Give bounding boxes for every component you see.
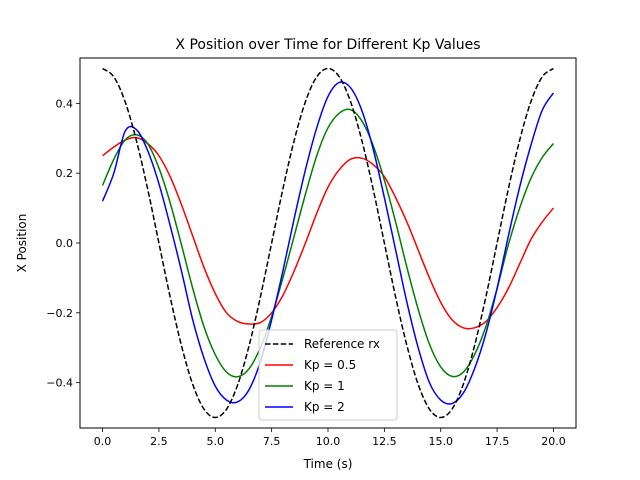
legend-label: Kp = 2: [304, 400, 345, 414]
chart-title: X Position over Time for Different Kp Va…: [175, 37, 480, 53]
x-axis-label: Time (s): [303, 457, 353, 471]
y-axis-ticks: −0.4 −0.2 0.0 0.2 0.4: [46, 97, 80, 390]
x-tick-label: 17.5: [485, 435, 510, 448]
x-tick-label: 0.0: [94, 435, 112, 448]
legend-items: Reference rx Kp = 0.5 Kp = 1 Kp = 2: [265, 337, 380, 414]
series-line-1: [102, 136, 555, 330]
x-tick-label: 7.5: [263, 435, 281, 448]
series-layer: [101, 67, 555, 419]
x-tick-label: 10.0: [316, 435, 341, 448]
legend-label: Reference rx: [304, 337, 380, 351]
y-tick-label: −0.2: [46, 307, 73, 320]
y-tick-label: 0.4: [56, 97, 74, 110]
legend: Reference rx Kp = 0.5 Kp = 1 Kp = 2: [258, 329, 398, 421]
series-line-0: [102, 67, 554, 419]
x-tick-label: 15.0: [428, 435, 453, 448]
legend-label: Kp = 1: [304, 379, 345, 393]
x-tick-label: 5.0: [207, 435, 225, 448]
x-axis-ticks: 0.0 2.5 5.0 7.5 10.0 12.5 15.0 17.5 20.0: [94, 428, 566, 448]
y-tick-label: 0.0: [56, 237, 74, 250]
legend-frame: [258, 329, 398, 421]
x-tick-label: 20.0: [541, 435, 566, 448]
legend-label: Kp = 0.5: [304, 358, 356, 372]
y-tick-label: 0.2: [56, 167, 74, 180]
series-line-2: [101, 108, 555, 378]
x-tick-label: 2.5: [150, 435, 168, 448]
x-tick-label: 12.5: [372, 435, 397, 448]
series-line-3: [101, 81, 555, 405]
y-axis-label: X Position: [15, 214, 29, 273]
y-tick-label: −0.4: [46, 377, 73, 390]
